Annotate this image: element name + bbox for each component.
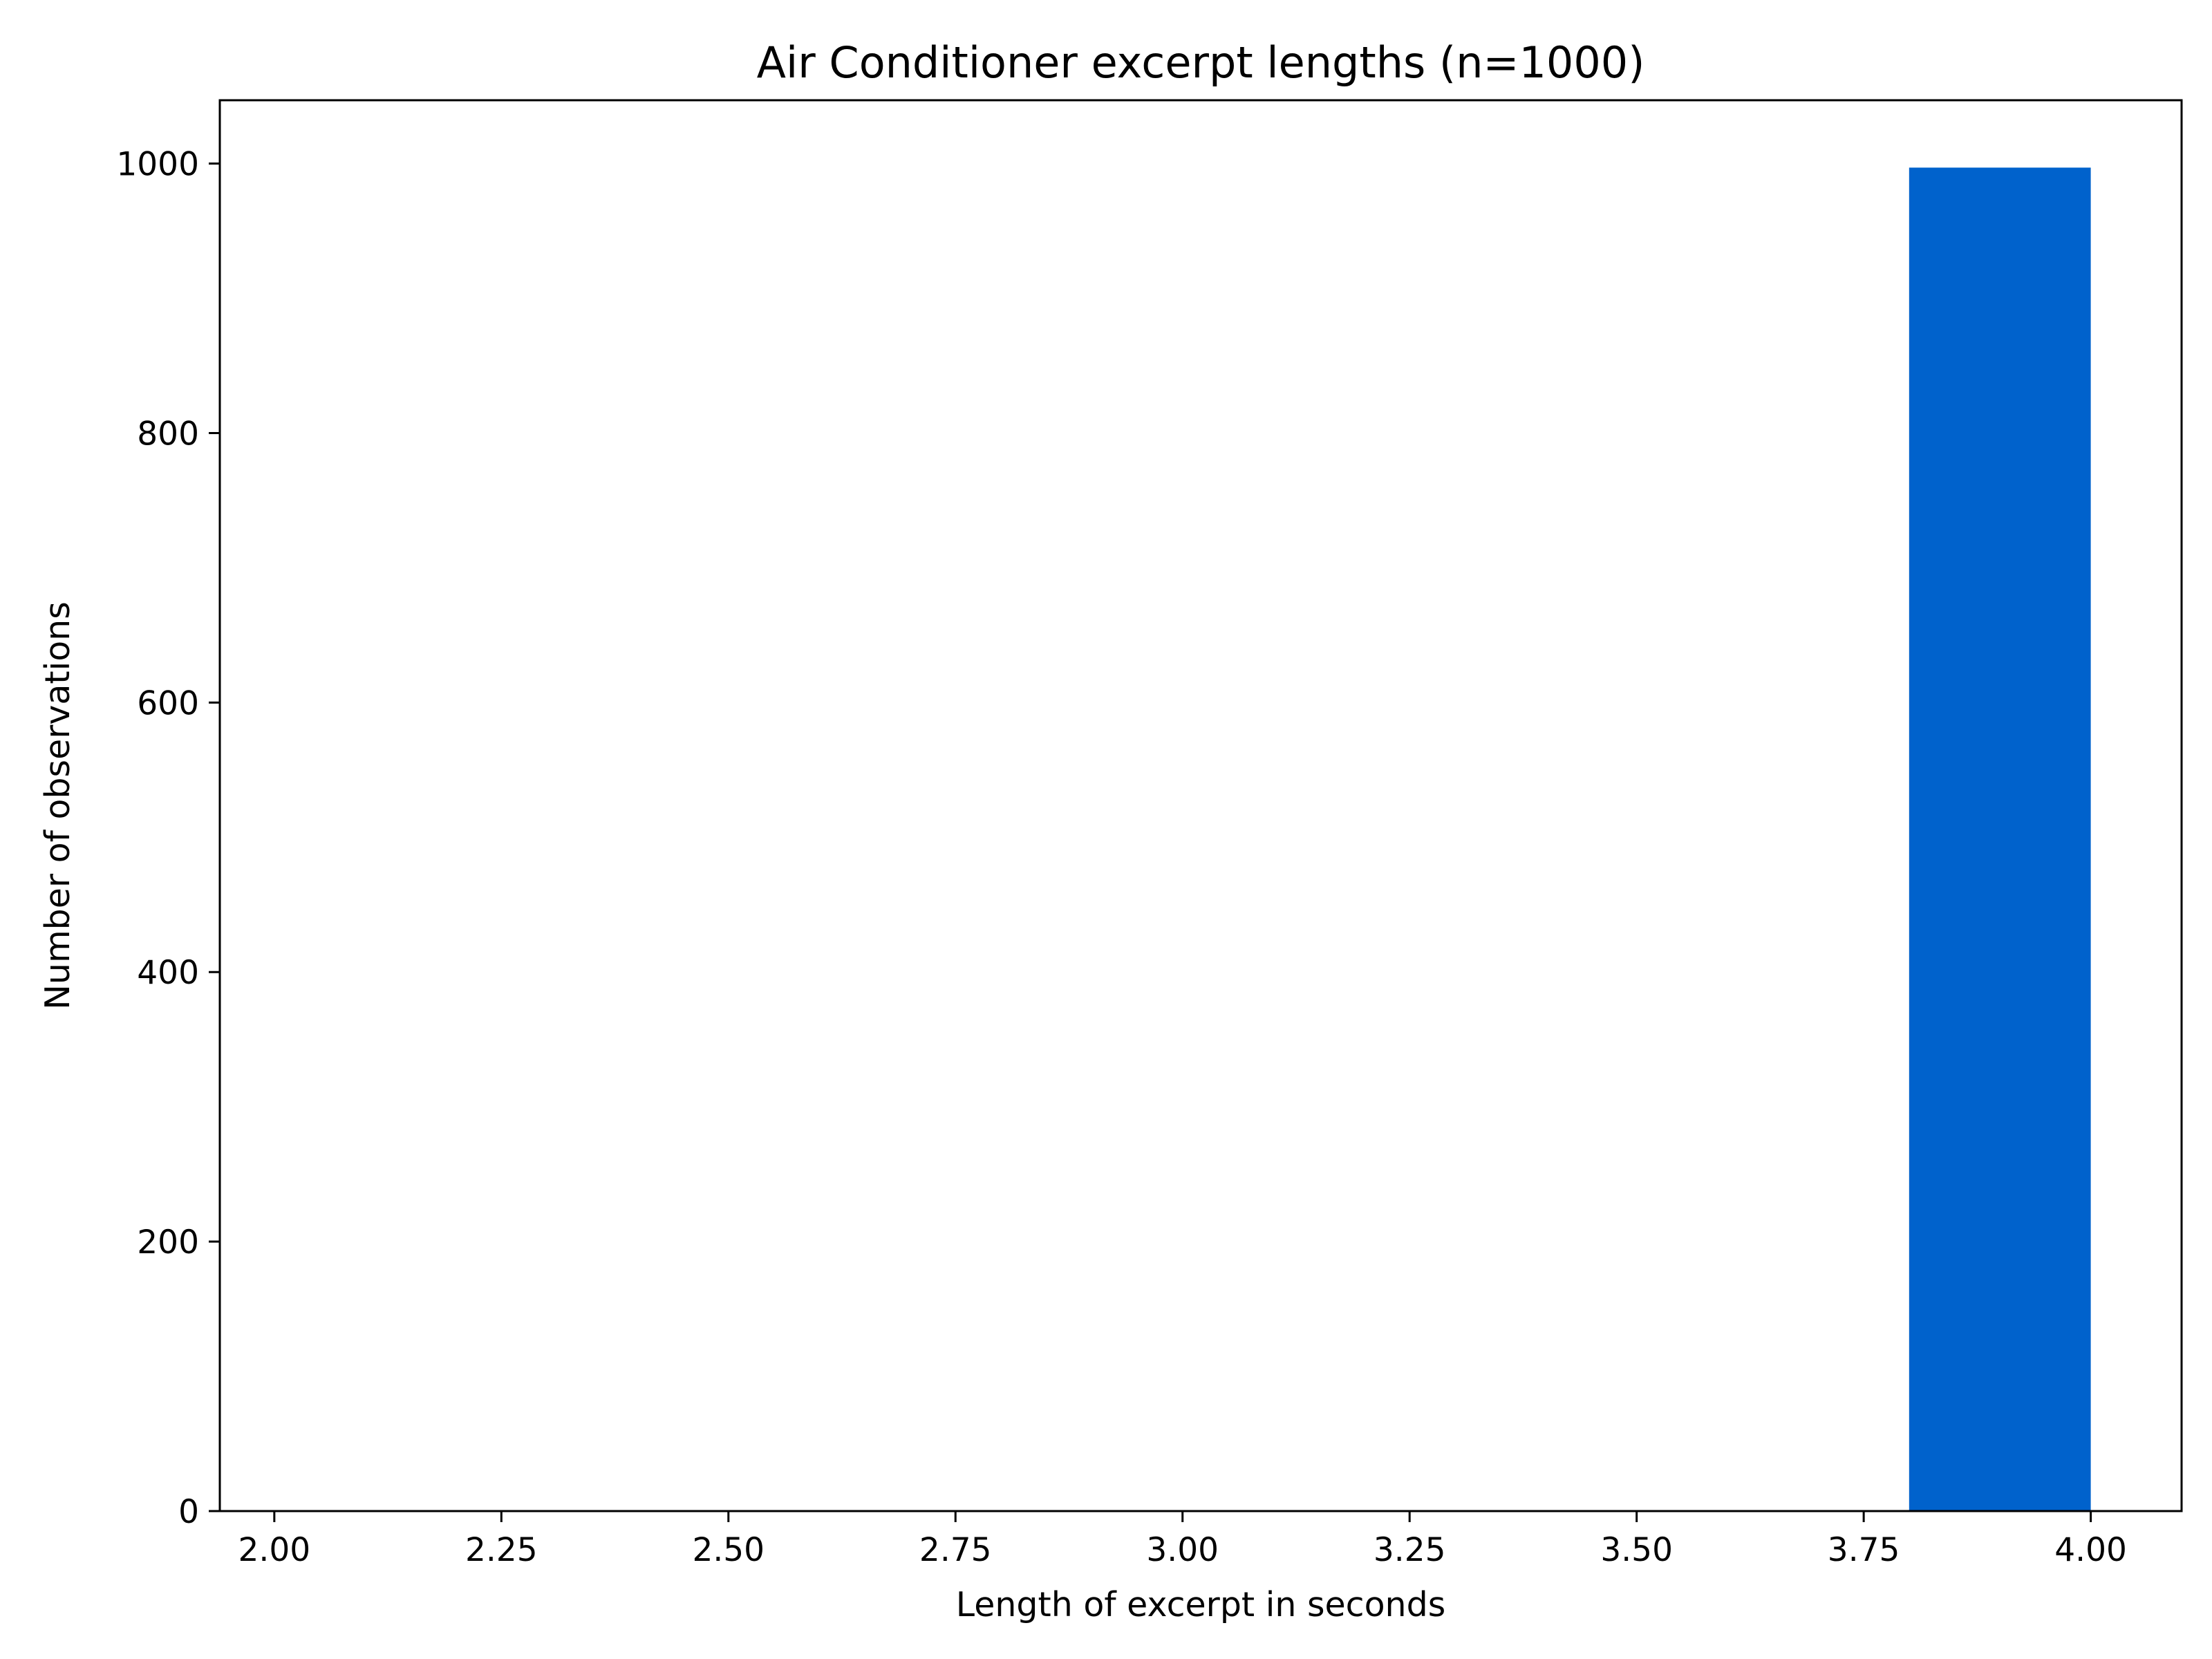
chart-title: Air Conditioner excerpt lengths (n=1000) [757,37,1645,88]
x-tick-label: 2.00 [238,1531,311,1569]
x-axis-label: Length of excerpt in seconds [956,1585,1445,1624]
y-tick-label: 1000 [116,146,199,184]
y-axis-label: Number of observations [38,601,77,1010]
y-tick-label: 0 [178,1493,199,1531]
x-tick-label: 3.75 [1828,1531,1900,1569]
x-tick-label: 3.50 [1600,1531,1673,1569]
x-tick-label: 3.25 [1374,1531,1446,1569]
x-tick-label: 4.00 [2054,1531,2127,1569]
bars-layer [1909,167,2091,1511]
y-tick-label: 800 [137,415,199,453]
y-axis: 0 200 400 600 800 1000 [116,146,220,1531]
x-tick-label: 2.50 [692,1531,765,1569]
x-tick-label: 2.75 [919,1531,992,1569]
plot-frame [218,99,2183,1512]
y-tick-label: 600 [137,684,199,722]
y-tick-label: 400 [137,954,199,992]
y-tick-label: 200 [137,1224,199,1262]
x-tick-label: 2.25 [465,1531,538,1569]
x-tick-label: 3.00 [1146,1531,1219,1569]
x-axis: 2.00 2.25 2.50 2.75 3.00 3.25 3.50 3.75 4.00 [238,1511,2127,1569]
histogram-bar-0 [1909,167,2091,1511]
